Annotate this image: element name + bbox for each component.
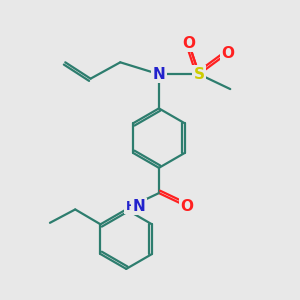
Text: O: O — [182, 35, 195, 50]
Text: S: S — [194, 67, 205, 82]
Text: O: O — [181, 199, 194, 214]
Text: O: O — [221, 46, 234, 61]
Text: N: N — [133, 199, 146, 214]
Text: N: N — [152, 67, 165, 82]
Text: H: H — [125, 200, 136, 213]
